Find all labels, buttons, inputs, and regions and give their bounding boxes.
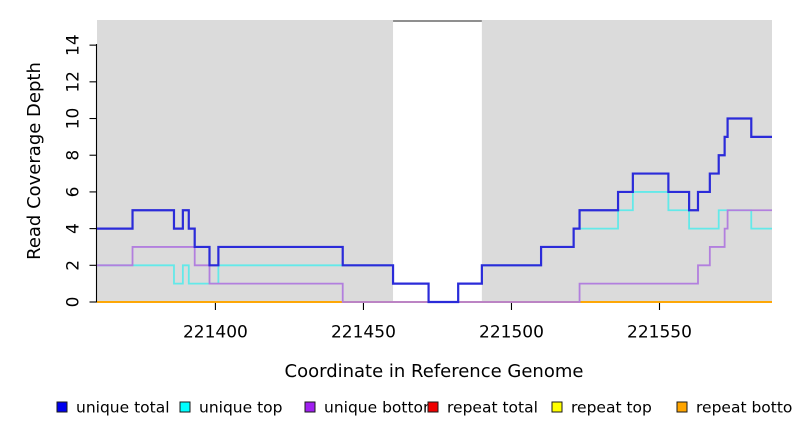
legend-label: unique total — [76, 399, 170, 417]
legend-item-unique-bottom: unique bottom — [304, 399, 438, 417]
series-lines — [97, 117, 772, 304]
y-tick-label: 6 — [64, 187, 84, 198]
y-tick-label: 0 — [64, 297, 84, 308]
y-axis-ticks: 0 2 4 6 8 10 12 14 — [64, 34, 97, 307]
legend-swatch — [179, 401, 191, 413]
y-axis-title: Read Coverage Depth — [24, 62, 45, 260]
legend-item-unique-total: unique total — [56, 399, 170, 417]
legend-item-repeat-top: repeat top — [551, 399, 652, 417]
highlight-band-rect — [393, 20, 482, 302]
legend-label: repeat top — [571, 399, 652, 417]
legend-label: unique top — [199, 399, 282, 417]
x-tick-label: 221400 — [183, 323, 248, 343]
legend-swatch — [676, 401, 688, 413]
x-axis-ticks: 221400 221450 221500 221550 — [183, 302, 692, 343]
x-tick-label: 221450 — [331, 323, 396, 343]
legend-label: unique bottom — [324, 399, 438, 417]
x-tick-label: 221500 — [479, 323, 544, 343]
x-axis-title: Coordinate in Reference Genome — [285, 361, 584, 382]
legend-label: repeat bottom — [696, 399, 792, 417]
y-tick-label: 8 — [64, 150, 84, 161]
highlight-band — [393, 20, 482, 302]
legend-swatch — [304, 401, 316, 413]
legend-label: repeat total — [447, 399, 538, 417]
y-tick-label: 10 — [64, 108, 84, 130]
series-line-unique-total — [97, 117, 772, 304]
legend-item-unique-top: unique top — [179, 399, 282, 417]
y-tick-label: 12 — [64, 71, 84, 93]
series-line-unique-bottom — [97, 209, 772, 303]
legend-swatch — [427, 401, 439, 413]
y-tick-label: 14 — [64, 34, 84, 56]
x-tick-label: 221550 — [627, 323, 692, 343]
legend-item-repeat-total: repeat total — [427, 399, 538, 417]
y-tick-label: 4 — [64, 223, 84, 234]
legend-swatch — [551, 401, 563, 413]
legend-item-repeat-bottom: repeat bottom — [676, 399, 792, 417]
y-tick-label: 2 — [64, 260, 84, 271]
legend: unique total unique top unique bottom repea… — [56, 399, 792, 417]
legend-swatch — [56, 401, 68, 413]
